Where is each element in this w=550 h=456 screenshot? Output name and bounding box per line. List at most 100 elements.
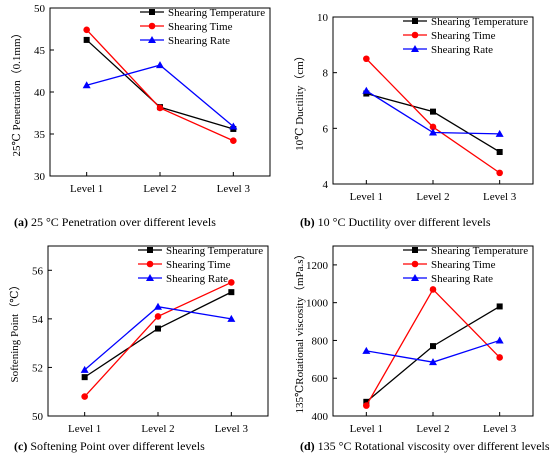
legend-entry: Shearing Temperature — [403, 245, 528, 257]
legend-entry: Shearing Rate — [140, 35, 230, 47]
y-tick-label: 6 — [323, 123, 329, 135]
data-point — [80, 365, 89, 373]
series-line — [366, 92, 501, 153]
legend-marker — [411, 260, 419, 268]
plot-frame — [49, 7, 271, 177]
caption-text: 135 °C Rotational viscosity over differe… — [318, 439, 550, 453]
legend-marker — [147, 247, 153, 253]
y-tick-label: 8 — [323, 68, 329, 80]
legend-entry: Shearing Time — [403, 30, 496, 42]
y-tick-label: 10 — [317, 12, 329, 24]
x-tick-label: Level 3 — [217, 183, 251, 195]
legend-marker — [411, 31, 419, 39]
x-tick-label: Level 3 — [215, 423, 249, 435]
data-point — [154, 313, 162, 320]
panel-caption: (b) 10 °C Ductility over different level… — [300, 215, 491, 229]
data-point — [430, 343, 436, 350]
y-tick-label: 50 — [32, 411, 44, 423]
chart-panel-2: 4 6 8 10 Level 1 Level 2 Level 3 10℃ Ductility（… — [293, 12, 534, 229]
data-point — [496, 303, 503, 310]
chart-panel-4: 400 600 800 1000 1200 Level 1 Level 2 Level 3 13… — [293, 245, 550, 453]
x-tick-label: Level 2 — [143, 183, 176, 195]
legend-label: Shearing Time — [166, 259, 231, 271]
legend-marker — [148, 22, 156, 30]
data-point — [429, 123, 437, 131]
legend-entry: Shearing Time — [140, 21, 233, 33]
series-line — [365, 58, 501, 174]
legend-label: Shearing Temperature — [431, 16, 528, 28]
data-point — [228, 279, 235, 286]
y-tick-label: 30 — [34, 171, 46, 183]
x-tick-label: Level 3 — [483, 423, 517, 435]
data-point — [363, 55, 370, 63]
panel-caption: (a) 25 °C Penetration over different lev… — [14, 215, 216, 229]
data-point — [496, 169, 503, 177]
legend-entry: Shearing Time — [403, 259, 496, 271]
y-tick-label: 1000 — [306, 298, 329, 310]
y-tick-label: 45 — [34, 45, 46, 57]
data-point — [429, 286, 437, 293]
data-point — [362, 86, 371, 94]
y-tick-label: 800 — [312, 335, 329, 347]
data-point — [496, 354, 503, 361]
caption-prefix: (b) — [300, 215, 315, 229]
legend-entry: Shearing Rate — [403, 273, 493, 285]
legend-label: Shearing Rate — [431, 44, 493, 56]
data-point — [81, 374, 88, 381]
series-line — [86, 64, 234, 127]
caption-prefix: (d) — [300, 439, 315, 453]
legend-marker — [412, 247, 418, 253]
legend-entry: Shearing Time — [138, 259, 231, 271]
caption-text: 10 °C Ductility over different levels — [318, 215, 491, 229]
data-point — [363, 398, 370, 405]
data-point — [230, 137, 237, 145]
y-axis-label: 135℃Rotational viscosity（mPa.s） — [293, 248, 306, 413]
y-axis-label: 25℃ Penetration（0.1mm） — [10, 27, 23, 156]
y-tick-label: 52 — [32, 362, 43, 374]
y-axis-label: Softening Point（℃） — [8, 279, 21, 382]
y-tick-label: 54 — [32, 314, 44, 326]
y-tick-label: 4 — [323, 179, 329, 191]
plot-frame — [332, 16, 534, 185]
x-tick-label: Level 2 — [416, 423, 449, 435]
data-point — [363, 402, 370, 409]
x-tick-label: Level 2 — [416, 191, 449, 203]
legend-marker — [412, 18, 418, 24]
legend-marker — [411, 45, 419, 52]
data-point — [155, 325, 161, 332]
data-point — [495, 336, 504, 344]
data-point — [495, 129, 504, 137]
chart-panel-1: 30 35 40 45 50 Level 1 Level 2 Level 3 25℃ Penet… — [10, 3, 271, 229]
y-tick-label: 56 — [32, 265, 44, 277]
y-tick-label: 50 — [34, 3, 46, 15]
legend-entry: Shearing Rate — [138, 273, 228, 285]
y-tick-label: 40 — [34, 87, 46, 99]
legend-label: Shearing Temperature — [431, 245, 528, 257]
y-tick-label: 600 — [312, 373, 329, 385]
legend-entry: Shearing Temperature — [140, 7, 265, 19]
data-point — [228, 289, 235, 296]
legend-label: Shearing Rate — [168, 35, 230, 47]
data-point — [229, 122, 238, 130]
x-tick-label: Level 1 — [70, 183, 103, 195]
legend-label: Shearing Rate — [431, 273, 493, 285]
y-tick-label: 1200 — [306, 260, 329, 272]
caption-prefix: (c) — [14, 439, 27, 453]
legend-label: Shearing Temperature — [168, 7, 265, 19]
legend-entry: Shearing Rate — [403, 44, 493, 56]
legend-entry: Shearing Temperature — [403, 16, 528, 28]
legend-marker — [146, 260, 154, 268]
legend-label: Shearing Time — [168, 21, 233, 33]
caption-text: 25 °C Penetration over different levels — [31, 215, 216, 229]
caption-prefix: (a) — [14, 215, 28, 229]
y-axis-label: 10℃ Ductility（cm） — [293, 50, 306, 151]
y-tick-label: 400 — [312, 411, 329, 423]
data-point — [82, 81, 91, 89]
panel-caption: (d) 135 °C Rotational viscosity over dif… — [300, 439, 550, 453]
legend-label: Shearing Rate — [166, 273, 228, 285]
x-tick-label: Level 1 — [350, 191, 383, 203]
legend-marker — [146, 274, 154, 281]
data-point — [83, 26, 90, 34]
x-tick-label: Level 2 — [141, 423, 174, 435]
